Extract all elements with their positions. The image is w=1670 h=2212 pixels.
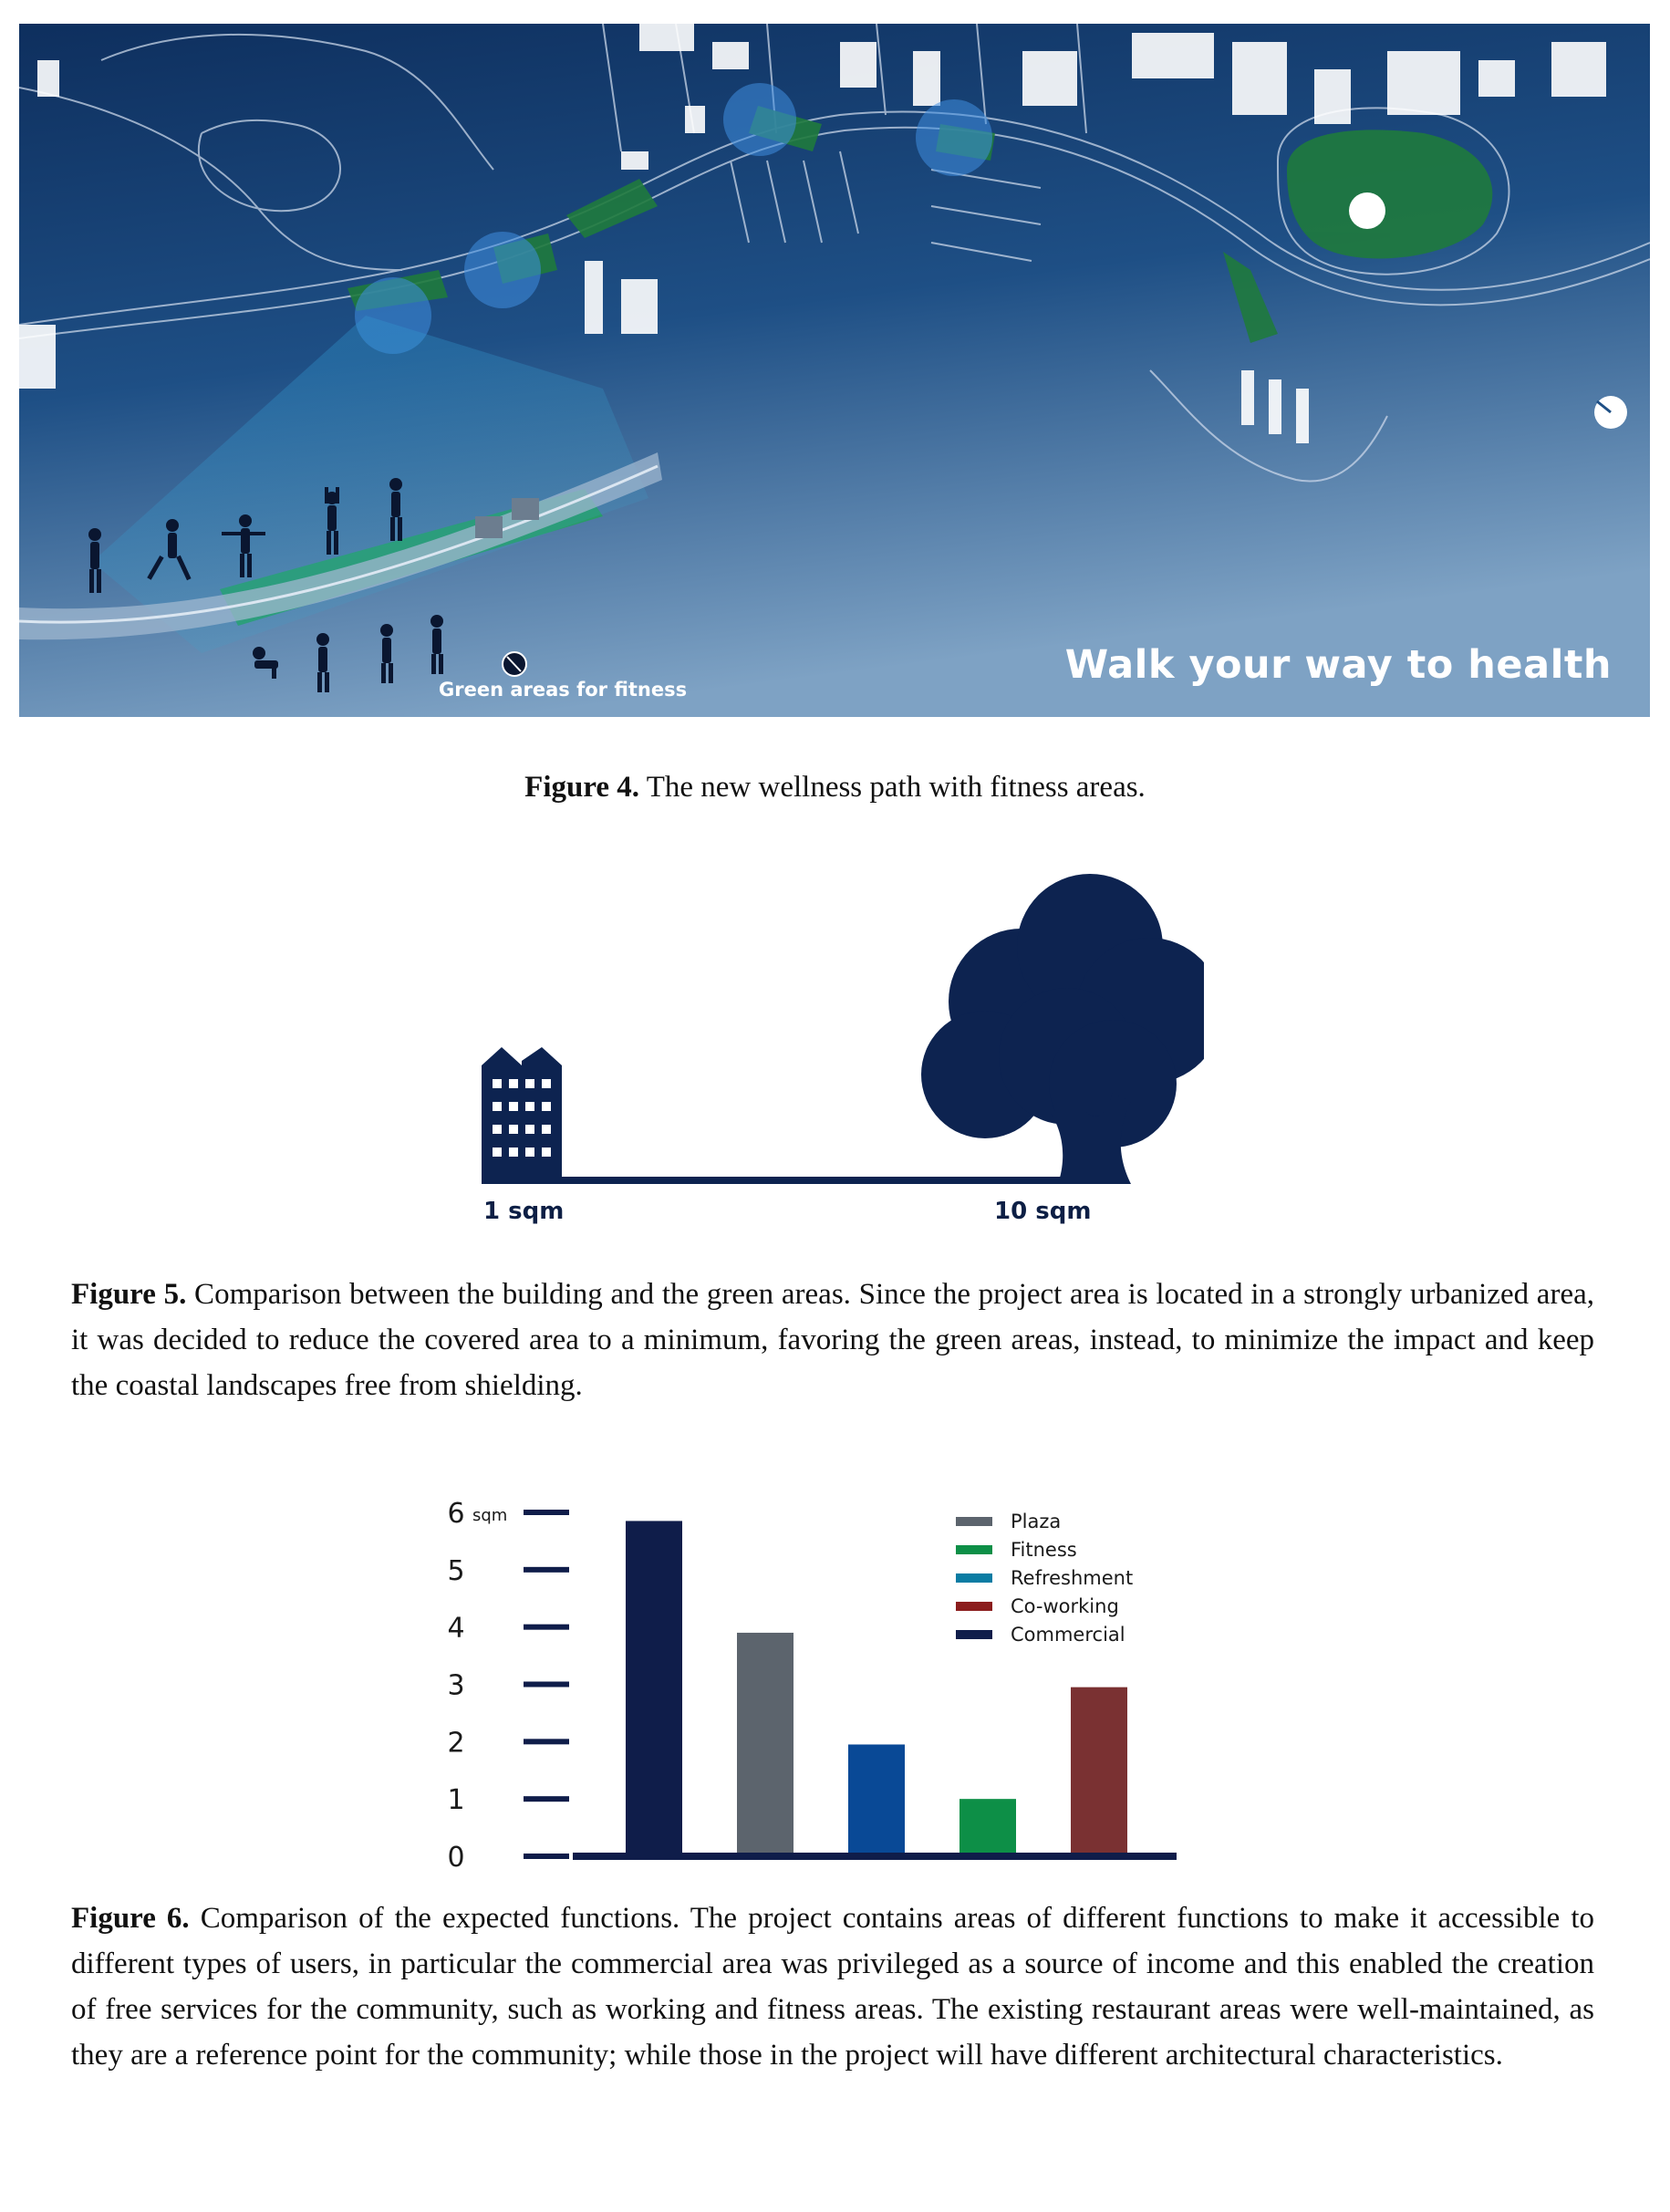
athlete-silhouettes: [88, 478, 443, 692]
y-unit-label: sqm: [472, 1506, 507, 1525]
legend-label: Co-working: [1011, 1595, 1119, 1617]
y-tick-label: 2: [447, 1727, 464, 1759]
path-detail: [19, 452, 662, 640]
y-tick-mark: [524, 1510, 569, 1515]
legend-swatch: [956, 1517, 992, 1526]
y-tick-label: 6: [447, 1498, 464, 1530]
map-illustration: [19, 24, 1650, 717]
building-icon: [482, 1047, 562, 1184]
tree-sqm-label: 10 sqm: [994, 1198, 1092, 1225]
building-tree-diagram: 1 sqm 10 sqm: [474, 856, 1222, 1239]
building-windows: [493, 1079, 551, 1157]
bar: [959, 1799, 1016, 1853]
x-axis-line: [573, 1853, 1177, 1860]
bar-chart-svg: 0 1 2 3 4 5 6 sqm Plaza Fitness Refreshment Co-work…: [447, 1498, 1177, 1874]
figure-4-caption: Figure 4. The new wellness path with fit…: [0, 764, 1670, 810]
y-tick-mark: [524, 1624, 569, 1630]
building-tree-graphic: [482, 874, 1222, 1184]
buildings: [19, 24, 1606, 443]
y-tick-mark: [524, 1681, 569, 1688]
figure-6-caption: Figure 6. Comparison of the expected fun…: [71, 1895, 1594, 2078]
bar: [626, 1521, 682, 1853]
ground-line: [562, 1177, 1109, 1184]
figure-4-label: Figure 4.: [524, 771, 640, 804]
bar: [737, 1632, 794, 1853]
legend-swatch: [956, 1630, 992, 1639]
legend-swatch: [956, 1545, 992, 1554]
y-tick-label: 3: [447, 1670, 464, 1702]
figure-4-text: The new wellness path with fitness areas…: [639, 771, 1146, 804]
zoom-cone: [92, 316, 648, 653]
bar: [848, 1744, 905, 1853]
map-slogan: Walk your way to health: [1064, 642, 1612, 688]
legend-label: Commercial: [1011, 1624, 1125, 1646]
tree-icon: [921, 874, 1222, 1184]
y-tick-label: 5: [447, 1555, 464, 1587]
roundabout: [1349, 192, 1385, 229]
wellness-path-map: Green areas for fitness Walk your way to…: [19, 24, 1650, 717]
legend-swatch: [956, 1573, 992, 1583]
y-tick-mark: [524, 1854, 569, 1859]
y-tick-mark: [524, 1796, 569, 1802]
building-sqm-label: 1 sqm: [483, 1198, 565, 1225]
figure-5-caption: Figure 5. Comparison between the buildin…: [71, 1272, 1594, 1408]
figure-6-label: Figure 6.: [71, 1902, 190, 1935]
bar: [1071, 1687, 1127, 1853]
legend-label: Refreshment: [1011, 1567, 1133, 1589]
y-tick-label: 4: [447, 1613, 464, 1645]
legend-label: Plaza: [1011, 1511, 1061, 1532]
fitness-spots: [355, 83, 992, 354]
y-tick-label: 0: [447, 1842, 464, 1874]
y-tick-mark: [524, 1566, 569, 1573]
map-label: Green areas for fitness: [439, 679, 688, 701]
y-tick-mark: [524, 1739, 569, 1745]
figure-5-text: Comparison between the building and the …: [71, 1278, 1594, 1402]
legend-label: Fitness: [1011, 1539, 1077, 1561]
figure-6-text: Comparison of the expected functions. Th…: [71, 1902, 1594, 2072]
compass-icon: [502, 651, 527, 677]
figure-5-label: Figure 5.: [71, 1278, 187, 1311]
north-arrow-icon: [1594, 396, 1627, 429]
legend-swatch: [956, 1602, 992, 1611]
functions-bar-chart: 0 1 2 3 4 5 6 sqm Plaza Fitness Refreshment Co-work…: [429, 1469, 1213, 1879]
y-tick-label: 1: [447, 1784, 464, 1816]
